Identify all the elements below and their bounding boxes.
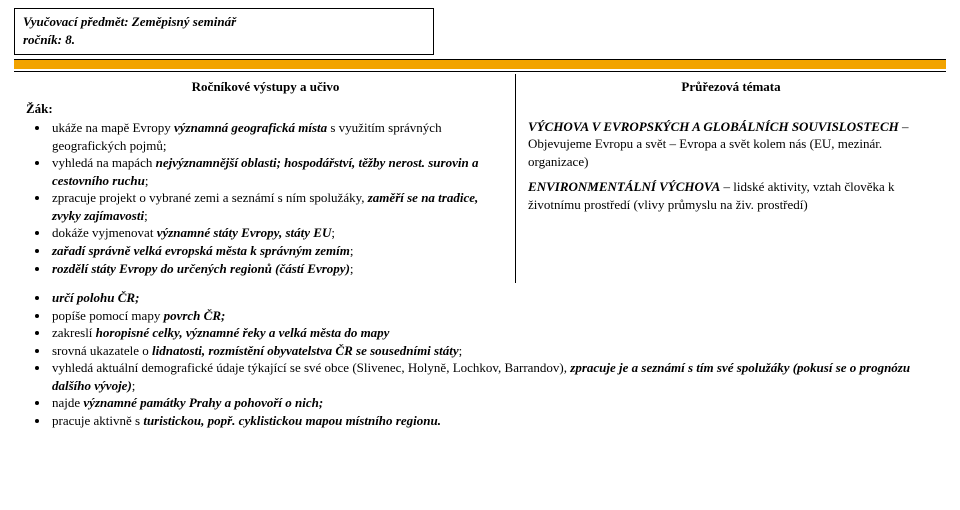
list-item: rozdělí státy Evropy do určených regionů…: [50, 260, 507, 278]
list-item: zpracuje projekt o vybrané zemi a seznám…: [50, 189, 507, 224]
list-item: popíše pomocí mapy povrch ČR;: [50, 307, 936, 325]
emphasis-text: povrch ČR;: [164, 308, 226, 323]
emphasis-text: rozdělí státy Evropy do určených regionů…: [52, 261, 350, 276]
emphasis-text: významné památky Prahy a pohovoří o nich…: [83, 395, 323, 410]
grade-level: ročník: 8.: [23, 31, 425, 49]
orange-divider: [14, 59, 946, 69]
content-table: Ročníkové výstupy a učivo Žák: ukáže na …: [14, 71, 946, 437]
list-item: pracuje aktivně s turistickou, popř. cyk…: [50, 412, 936, 430]
cross-topic-2: ENVIRONMENTÁLNÍ VÝCHOVA – lidské aktivit…: [526, 178, 936, 213]
outcomes-list-b: určí polohu ČR; popíše pomocí mapy povrch…: [24, 289, 936, 429]
emphasis-text: určí polohu ČR;: [52, 290, 139, 305]
zak-label: Žák:: [24, 100, 507, 118]
emphasis-text: zpracuje je a seznámí s tím své spolužák…: [52, 360, 910, 393]
emphasis-text: nejvýznamnější oblasti; hospodářství, tě…: [52, 155, 478, 188]
left-column-heading: Ročníkové výstupy a učivo: [24, 78, 507, 100]
list-item: najde významné památky Prahy a pohovoří …: [50, 394, 936, 412]
cross-topic-1-head: VÝCHOVA V EVROPSKÝCH A GLOBÁLNÍCH SOUVIS…: [528, 119, 899, 134]
emphasis-text: zařadí správně velká evropská města k sp…: [52, 243, 350, 258]
spacer: [526, 100, 936, 118]
list-item: zakreslí horopisné celky, významné řeky …: [50, 324, 936, 342]
emphasis-text: zaměří se na tradice, zvyky zajímavosti: [52, 190, 478, 223]
list-item: srovná ukazatele o lidnatosti, rozmístěn…: [50, 342, 936, 360]
emphasis-text: lidnatosti, rozmístění obyvatelstva ČR s…: [152, 343, 459, 358]
list-item: vyhledá na mapách nejvýznamnější oblasti…: [50, 154, 507, 189]
outcomes-list-a: ukáže na mapě Evropy významná geografick…: [24, 119, 507, 277]
cross-topic-1: VÝCHOVA V EVROPSKÝCH A GLOBÁLNÍCH SOUVIS…: [526, 118, 936, 171]
list-item: dokáže vyjmenovat významné státy Evropy,…: [50, 224, 507, 242]
emphasis-text: turistickou, popř. cyklistickou mapou mí…: [143, 413, 441, 428]
list-item: vyhledá aktuální demografické údaje týka…: [50, 359, 936, 394]
emphasis-text: významná geografická místa: [174, 120, 327, 135]
emphasis-text: významné státy Evropy, státy EU: [157, 225, 332, 240]
emphasis-text: horopisné celky, významné řeky a velká m…: [96, 325, 390, 340]
subject-header: Vyučovací předmět: Zeměpisný seminář roč…: [14, 8, 434, 55]
subject-name: Vyučovací předmět: Zeměpisný seminář: [23, 13, 425, 31]
list-item: zařadí správně velká evropská města k sp…: [50, 242, 507, 260]
right-column-heading: Průřezová témata: [526, 78, 936, 100]
cross-topic-2-head: ENVIRONMENTÁLNÍ VÝCHOVA: [528, 179, 720, 194]
list-item: určí polohu ČR;: [50, 289, 936, 307]
list-item: ukáže na mapě Evropy významná geografick…: [50, 119, 507, 154]
